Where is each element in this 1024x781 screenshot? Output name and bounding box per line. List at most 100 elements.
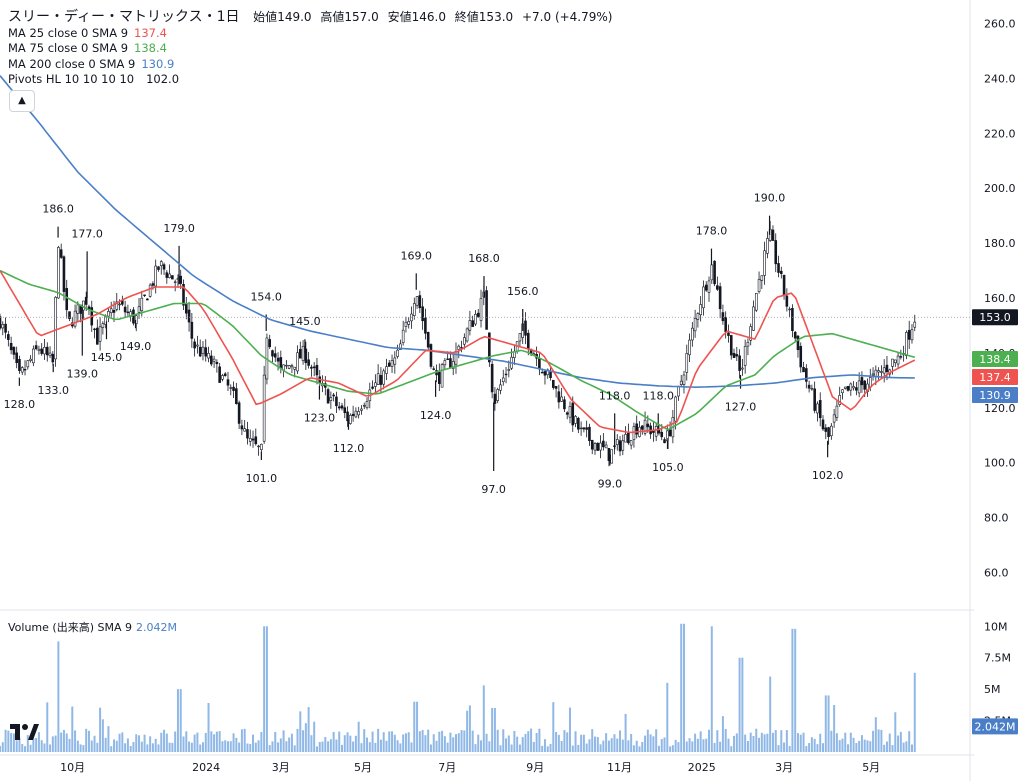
candle	[1, 321, 5, 336]
candle	[226, 371, 230, 391]
candle	[752, 300, 755, 332]
volume-bar	[263, 626, 266, 752]
candle-body	[143, 294, 146, 297]
ma200-legend[interactable]: MA 200 close 0 SMA 9 130.9	[8, 56, 175, 71]
volume-bar	[371, 731, 374, 752]
pivots-legend[interactable]: Pivots HL 10 10 10 10 102.0	[8, 72, 180, 86]
candle	[485, 286, 488, 330]
candle	[835, 400, 839, 421]
candle	[685, 344, 689, 381]
candle	[896, 352, 900, 369]
candle-body	[677, 386, 680, 397]
candle-body	[146, 298, 149, 301]
time-tick-label: 9月	[526, 761, 544, 774]
candle-body	[343, 407, 347, 414]
ma75-legend[interactable]: MA 75 close 0 SMA 9 138.4	[8, 41, 167, 55]
volume-bar	[213, 734, 216, 752]
ma25-legend[interactable]: MA 25 close 0 SMA 9 137.4	[8, 25, 167, 40]
candle	[504, 366, 508, 384]
candle-body	[385, 366, 388, 374]
candle	[351, 405, 355, 422]
volume-legend[interactable]: Volume (出来高) SMA 9 2.042M	[8, 621, 177, 634]
candle	[629, 440, 633, 450]
candle-body	[438, 371, 441, 384]
candle-body	[451, 361, 455, 369]
candle-body	[629, 440, 633, 446]
candle	[179, 269, 183, 290]
candle-body	[682, 374, 686, 385]
candle	[579, 421, 583, 436]
candle	[468, 310, 472, 336]
candle-body	[215, 361, 219, 365]
pivot-label: 139.0	[67, 368, 99, 381]
candle-body	[57, 247, 60, 299]
volume-bar	[624, 713, 627, 752]
candle-body	[618, 440, 622, 452]
ma75-line	[0, 269, 916, 431]
volume-bar	[499, 745, 502, 752]
candle	[93, 327, 96, 339]
volume-bar	[602, 740, 605, 752]
volume-bar	[85, 728, 88, 752]
volume-bar	[791, 628, 794, 752]
volume-bar	[708, 729, 711, 752]
candle	[43, 338, 46, 361]
candle-body	[298, 349, 302, 359]
candle	[168, 264, 171, 279]
volume-bar	[385, 740, 388, 752]
volume-bar	[121, 732, 124, 752]
candle-body	[204, 347, 208, 357]
volume-bar	[897, 735, 900, 752]
candle-body	[757, 279, 761, 292]
candle-body	[304, 348, 308, 364]
tradingview-logo-icon[interactable]	[8, 718, 40, 746]
candle	[749, 323, 753, 346]
volume-bar	[112, 739, 115, 752]
volume-bar	[582, 734, 585, 752]
candle-body	[184, 303, 188, 314]
volume-bar	[76, 740, 79, 752]
candle-body	[171, 275, 174, 280]
candle	[588, 423, 591, 446]
candle	[699, 296, 702, 322]
candle-body	[312, 366, 316, 369]
pivot-label: 145.0	[289, 315, 321, 328]
volume-bar	[62, 729, 65, 752]
candle	[913, 314, 917, 332]
candle-body	[240, 425, 244, 430]
candle-body	[827, 427, 830, 437]
volume-bar	[485, 733, 488, 752]
volume-bar	[721, 716, 724, 752]
candle	[810, 384, 814, 391]
candle	[624, 426, 627, 443]
candle	[796, 335, 800, 358]
candle	[396, 344, 399, 359]
pivot-label: 112.0	[333, 442, 365, 455]
candle	[421, 298, 424, 330]
candle	[251, 430, 255, 448]
volume-bar	[99, 707, 102, 752]
time-tick-label: 3月	[775, 761, 793, 774]
price-tick-label: 160.0	[984, 292, 1016, 305]
volume-bar	[555, 732, 558, 752]
volume-bar	[763, 734, 766, 752]
time-tick-label: 10月	[60, 761, 85, 774]
candle-body	[404, 321, 408, 327]
volume-bar	[46, 702, 49, 752]
candle-body	[721, 312, 725, 322]
candle	[229, 384, 233, 396]
volume-bar	[54, 735, 57, 752]
volume-bar	[188, 741, 191, 752]
symbol-title[interactable]: スリー・ディー・マトリックス・1日	[8, 9, 240, 25]
volume-bar	[805, 746, 808, 752]
candle	[285, 359, 288, 370]
candle-body	[279, 357, 283, 368]
candle-body	[615, 439, 619, 445]
candle-body	[749, 326, 753, 341]
candle-body	[885, 364, 889, 373]
candle	[607, 447, 611, 467]
candle-body	[507, 369, 511, 371]
volume-bar	[755, 728, 758, 752]
legend-collapse-button[interactable]: ▲	[9, 90, 35, 112]
